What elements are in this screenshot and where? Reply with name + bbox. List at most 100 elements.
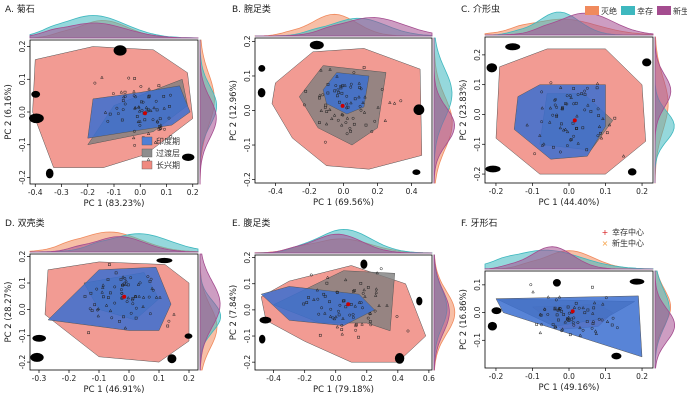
point [593,329,598,333]
point [596,134,600,138]
point [374,290,378,294]
specimen-silhouette [412,169,421,175]
point [131,135,136,140]
point [533,152,537,156]
point [572,323,576,327]
point [118,320,121,323]
point [364,123,368,127]
point [133,105,137,109]
point [339,123,344,127]
point [318,121,321,124]
point [146,131,151,135]
point [341,84,344,88]
point [328,300,331,304]
point [319,108,323,112]
point [373,293,378,297]
point [96,314,101,318]
point [574,101,578,105]
point [558,85,563,89]
point [152,105,156,110]
point [328,107,332,111]
point [357,95,361,99]
point [114,271,118,275]
point [344,121,348,125]
x-tick-label: -0.2 [489,372,504,381]
y-tick-label: 0.2 [243,251,252,263]
point [147,87,151,91]
point [325,281,329,285]
point [154,295,159,299]
point [135,115,139,118]
point [583,93,587,96]
specimen-silhouette [156,257,173,264]
y-tick-label: -0.2 [243,355,252,370]
x-tick-label: 0.2 [636,187,648,196]
point [591,311,595,315]
point [540,90,544,94]
point [108,112,112,116]
x-tick-label: -0.1 [525,187,540,196]
point [604,296,608,300]
point [121,99,125,102]
point [159,123,163,127]
y-tick-label: 0.0 [18,106,27,118]
legend-swatch [585,6,599,15]
centroid [570,309,575,314]
x-tick-label: 0.2 [187,188,199,197]
point [138,119,142,123]
point [540,143,545,147]
point [570,317,573,321]
point [95,287,99,291]
point [585,86,589,90]
point [106,278,110,281]
point [574,301,578,305]
point [302,103,306,107]
specimen-silhouette [259,334,266,344]
point [560,327,565,331]
point [373,309,377,313]
y-axis-label: PC 2 (12.96%) [229,80,239,141]
point [127,76,131,80]
point [88,307,92,311]
y-axis-label: PC 2 (16.86%) [459,289,469,350]
point [565,144,569,148]
specimen-silhouette [413,104,425,115]
point [110,316,114,320]
point [571,321,575,325]
point [147,295,151,299]
point [93,303,96,307]
y-tick-label: 0.1 [243,278,252,290]
centroid [572,118,577,123]
point [307,296,310,299]
legend-swatch [657,6,671,15]
point [561,106,564,110]
point [621,154,626,158]
point [341,299,345,303]
point [553,103,557,107]
point [538,330,543,335]
x-tick-label: -0.4 [266,374,281,383]
specimen-silhouette [182,153,195,161]
point [552,145,555,149]
point [122,95,126,99]
legend-swatch [141,136,153,146]
point [162,95,166,98]
point [339,86,343,90]
point [531,290,535,294]
y-tick-label: -0.2 [243,172,252,187]
point [581,305,585,310]
centroid [143,111,147,116]
point [332,316,337,321]
point [399,99,403,103]
point [359,108,363,112]
point [320,306,324,310]
point [555,113,559,117]
point [535,323,538,326]
point [558,125,563,130]
point [529,283,533,287]
legend-label: 过渡层 [156,148,180,158]
x-tick-label: 0.2 [183,374,195,383]
point [323,140,327,144]
point [343,277,348,282]
specimen-silhouette [32,334,46,342]
